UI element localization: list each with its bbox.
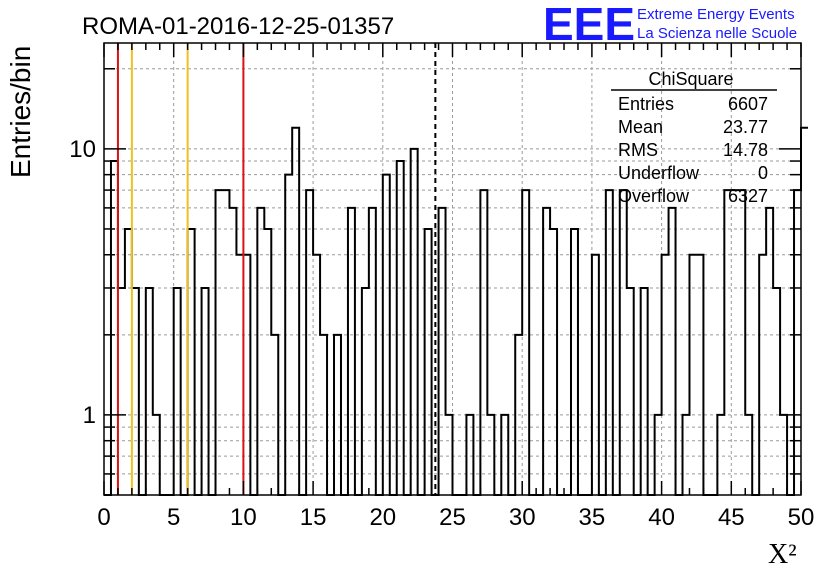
x-tick-label: 30 <box>509 504 536 531</box>
x-tick-label: 15 <box>300 504 327 531</box>
histogram-bin <box>362 288 369 495</box>
x-tick-label: 20 <box>369 504 396 531</box>
reference-lines <box>116 43 437 495</box>
histogram-bin <box>801 128 808 495</box>
x-tick-label: 35 <box>579 504 606 531</box>
x-tick-label: 40 <box>648 504 675 531</box>
histogram-bin <box>439 208 446 495</box>
histogram-bin <box>766 208 773 495</box>
logo-abbr: EEE <box>543 0 635 50</box>
histogram-bin <box>662 255 669 495</box>
histogram-bin <box>606 190 613 495</box>
eee-logo: EEE Extreme Energy Events La Scienza nel… <box>543 0 797 50</box>
histogram-bin <box>125 229 132 495</box>
stats-value: 14.78 <box>723 140 768 160</box>
stats-label: Overflow <box>618 186 690 206</box>
stats-label: RMS <box>618 140 658 160</box>
histogram-bin <box>794 190 801 495</box>
histogram-bin <box>313 255 320 495</box>
histogram-bin <box>627 288 634 495</box>
histogram-bin <box>550 229 557 495</box>
histogram-bin <box>731 190 738 495</box>
histogram-bin <box>292 128 299 495</box>
histogram-bins <box>104 126 808 496</box>
histogram-bin <box>620 190 627 495</box>
histogram-bin <box>174 288 181 495</box>
histogram-bin <box>480 190 487 495</box>
histogram-bin <box>543 208 550 495</box>
histogram-bin <box>264 229 271 495</box>
histogram-bin <box>188 229 195 495</box>
histogram-outline <box>104 126 808 496</box>
histogram-bin <box>759 255 766 495</box>
histogram-bin <box>348 208 355 495</box>
stats-label: Underflow <box>618 163 700 183</box>
x-tick-label: 45 <box>718 504 745 531</box>
histogram-bin <box>216 190 223 495</box>
histogram-bin <box>669 208 676 495</box>
histogram-bin <box>146 288 153 495</box>
histogram-bin <box>306 190 313 495</box>
histogram-bin <box>111 161 118 495</box>
y-axis-title: Entries/bin <box>5 46 36 178</box>
histogram-bin <box>738 190 745 495</box>
x-tick-label: 5 <box>167 504 180 531</box>
histogram-bin <box>397 161 404 495</box>
logo-line-1: Extreme Energy Events <box>637 6 795 23</box>
histogram-bin <box>724 190 731 495</box>
histogram-bin <box>689 255 696 495</box>
histogram-bin <box>118 288 125 495</box>
histogram-bin <box>571 229 578 495</box>
histogram-bin <box>696 255 703 495</box>
stats-label: Mean <box>618 117 663 137</box>
x-axis-title: X² <box>768 539 797 570</box>
stats-value: 6607 <box>728 94 768 114</box>
histogram-bin <box>773 288 780 495</box>
stats-box: ChiSquare Entries 6607 Mean 23.77 RMS 14… <box>611 69 777 206</box>
histogram-bin <box>369 208 376 495</box>
histogram-bin <box>411 149 418 495</box>
y-tick-label: 1 <box>83 402 96 429</box>
histogram-bin <box>222 190 229 495</box>
stats-value: 0 <box>758 163 768 183</box>
histogram-bin <box>257 208 264 495</box>
x-tick-label: 25 <box>439 504 466 531</box>
histogram-bin <box>132 288 139 495</box>
histogram-bin <box>202 288 209 495</box>
histogram-bin <box>641 288 648 495</box>
histogram-bin <box>592 255 599 495</box>
axis-ticks: 0 5 10 15 20 25 30 35 40 45 50 1 10 <box>69 43 814 531</box>
logo-line-2: La Scienza nelle Scuole <box>637 25 797 42</box>
x-tick-label: 0 <box>97 504 110 531</box>
y-tick-label: 10 <box>69 136 96 163</box>
stats-label: Entries <box>618 94 674 114</box>
histogram-bin <box>243 255 250 495</box>
histogram-bin <box>425 229 432 495</box>
x-tick-label: 50 <box>788 504 815 531</box>
histogram-bin <box>522 190 529 495</box>
chart-title: ROMA-01-2016-12-25-01357 <box>82 13 394 40</box>
histogram-bin <box>236 255 243 495</box>
stats-value: 23.77 <box>723 117 768 137</box>
stats-title: ChiSquare <box>648 69 733 89</box>
histogram-bin <box>229 208 236 495</box>
x-tick-label: 10 <box>230 504 257 531</box>
stats-value: 6327 <box>728 186 768 206</box>
